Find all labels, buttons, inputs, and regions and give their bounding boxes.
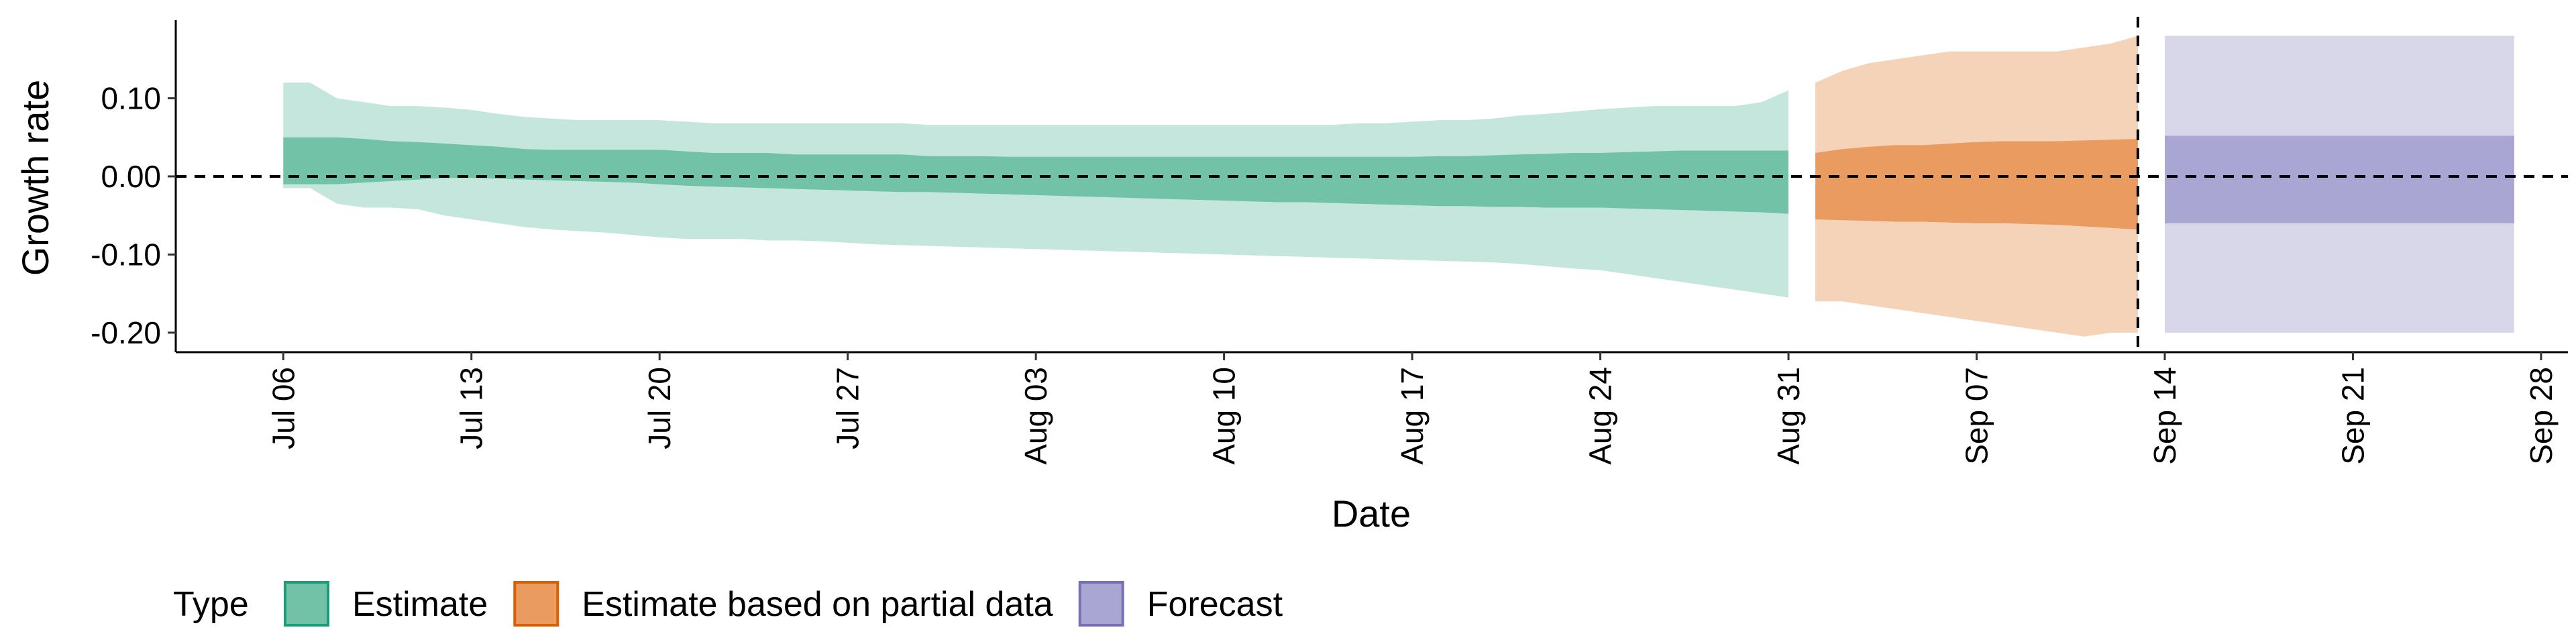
x-tick-label: Jul 27 <box>830 367 865 449</box>
x-tick-label: Jul 06 <box>266 367 301 449</box>
x-tick-label: Aug 17 <box>1395 367 1430 465</box>
x-tick-label: Sep 21 <box>2336 367 2371 465</box>
x-tick-label: Aug 03 <box>1018 367 1053 465</box>
legend-label-estimate-based-on-partial-data: Estimate based on partial data <box>582 585 1053 624</box>
legend-swatch-forecast <box>1078 581 1124 627</box>
estimate-inner-band <box>283 137 1788 214</box>
y-tick-label: 0.10 <box>101 80 161 115</box>
bands-layer <box>283 36 2514 337</box>
x-tick-label: Aug 31 <box>1771 367 1806 465</box>
x-axis-title: Date <box>1332 492 1411 535</box>
estimate-based-on-partial-data-inner-band <box>1815 139 2138 230</box>
x-tick-label: Sep 28 <box>2524 367 2559 465</box>
y-axis-title: Growth rate <box>14 80 56 276</box>
y-tick-label: 0.00 <box>101 159 161 194</box>
legend-label-forecast: Forecast <box>1147 585 1283 624</box>
reference-lines <box>176 17 2568 352</box>
x-tick-label: Sep 07 <box>1960 367 1994 465</box>
y-tick-label: -0.10 <box>91 237 161 272</box>
y-tick-label: -0.20 <box>91 315 161 350</box>
x-tick-label: Sep 14 <box>2147 367 2182 465</box>
legend-swatch-estimate <box>284 581 329 627</box>
x-tick-label: Aug 24 <box>1583 367 1618 465</box>
x-tick-label: Aug 10 <box>1207 367 1242 465</box>
x-tick-label: Jul 20 <box>642 367 677 449</box>
forecast-inner-band <box>2164 136 2514 223</box>
x-tick-label: Jul 13 <box>454 367 489 449</box>
legend-title: Type <box>173 585 249 624</box>
axes: -0.20 -0.10 0.00 0.10 Jul 06 Jul 13 Jul 20 Jul … <box>91 20 2568 465</box>
legend: Type Estimate Estimate based on partial da… <box>173 581 1283 627</box>
legend-swatch-estimate-based-on-partial-data <box>513 581 559 627</box>
legend-label-estimate: Estimate <box>352 585 488 624</box>
